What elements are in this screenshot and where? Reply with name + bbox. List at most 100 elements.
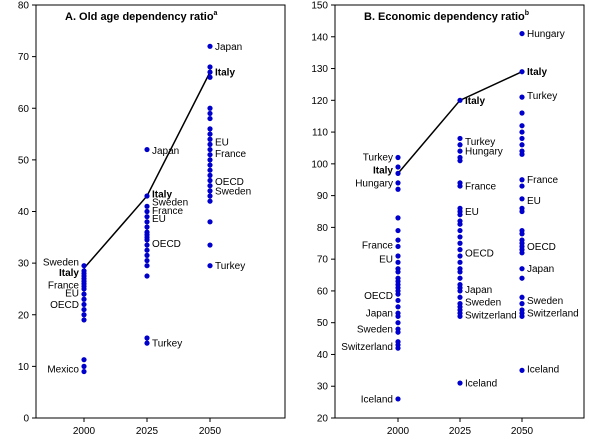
data-point [81, 317, 87, 323]
data-point [144, 242, 150, 248]
data-point [395, 275, 401, 281]
data-point [144, 263, 150, 269]
data-point [395, 326, 401, 332]
data-point [395, 243, 401, 250]
y-tick-label: 80 [18, 1, 30, 12]
data-point [81, 263, 87, 269]
y-tick-label: 130 [311, 64, 328, 75]
data-point [207, 43, 213, 49]
y-tick-label: 20 [18, 310, 30, 321]
country-label: France [527, 175, 559, 186]
country-label: EU [152, 214, 166, 225]
data-point [144, 335, 150, 341]
country-label: Iceland [465, 379, 497, 390]
data-point [207, 105, 213, 111]
data-point [457, 205, 463, 211]
data-point [395, 310, 401, 316]
y-tick-label: 80 [317, 223, 329, 234]
data-point [207, 198, 213, 204]
data-point [519, 367, 525, 373]
country-label: France [48, 280, 80, 291]
data-point [519, 294, 525, 300]
y-tick-label: 140 [311, 32, 328, 43]
country-label: Japan [527, 264, 554, 275]
data-point [81, 268, 87, 274]
country-label: Iceland [361, 394, 393, 405]
data-point [457, 266, 463, 272]
country-label: France [152, 206, 184, 217]
data-point [144, 247, 150, 253]
data-point [457, 227, 463, 234]
data-point [457, 218, 463, 224]
data-point [519, 142, 525, 148]
data-point [81, 312, 87, 318]
country-label: France [465, 182, 497, 193]
country-label: Japan [366, 309, 393, 320]
country-label: Switzerland [465, 310, 517, 321]
data-point [395, 237, 401, 243]
country-label: Turkey [152, 339, 182, 350]
data-point [207, 110, 213, 117]
data-point [457, 275, 463, 281]
country-label: EU [215, 137, 229, 148]
panel-a-old-age-dependency: 0 10 20 30 40 50 60 70 80 2000 2025 2050 A. Old age … [18, 1, 286, 437]
data-point [395, 396, 401, 402]
country-label: Sweden [357, 325, 393, 336]
data-point [144, 257, 150, 264]
country-label: Hungary [465, 147, 503, 158]
data-point [519, 177, 525, 183]
country-label: Sweden [152, 198, 188, 209]
x-tick-label: 2050 [199, 426, 222, 437]
country-label: Switzerland [527, 309, 579, 320]
x-tick-label: 2000 [73, 426, 96, 437]
data-point [457, 135, 463, 142]
data-point [519, 94, 525, 100]
country-label: Italy [215, 68, 235, 79]
data-point [207, 131, 213, 137]
panel-title-footnote: a [214, 10, 218, 17]
data-point [81, 291, 87, 297]
panel-title-text: B. Economic dependency ratio [364, 11, 525, 23]
data-point [457, 259, 463, 265]
data-point [519, 135, 525, 142]
data-point [144, 229, 150, 235]
y-tick-label: 10 [18, 362, 30, 373]
country-label: Japan [215, 42, 242, 53]
country-label: Iceland [527, 364, 559, 375]
data-point [457, 148, 463, 154]
x-tick-label: 2050 [511, 426, 534, 437]
data-point [207, 193, 213, 199]
y-tick-label: 0 [23, 414, 29, 425]
data-point [81, 301, 87, 308]
data-point [81, 368, 87, 375]
x-tick-label: 2025 [449, 426, 472, 437]
y-tick-label: 60 [317, 286, 329, 297]
country-label: Turkey [215, 261, 245, 272]
data-point [519, 123, 525, 129]
data-point [395, 266, 401, 272]
data-point [457, 294, 463, 300]
data-point [207, 64, 213, 70]
data-point [457, 301, 463, 307]
country-label: Turkey [465, 137, 495, 148]
country-label: Switzerland [341, 342, 393, 353]
data-point [395, 253, 401, 259]
data-point [519, 110, 525, 116]
country-label: Japan [152, 146, 179, 157]
data-point [457, 180, 463, 186]
data-point [457, 97, 463, 103]
data-point [457, 234, 463, 240]
data-point [81, 363, 87, 369]
data-point [144, 252, 150, 258]
data-point [457, 253, 463, 259]
data-point [519, 183, 525, 189]
y-tick-label: 50 [18, 155, 30, 166]
country-label: OECD [527, 242, 556, 253]
data-point [207, 183, 213, 189]
country-label: EU [379, 255, 393, 266]
data-point [457, 240, 463, 246]
country-label: France [362, 240, 394, 251]
data-point [395, 339, 401, 345]
y-tick-label: 40 [18, 207, 30, 218]
data-point [207, 167, 213, 173]
